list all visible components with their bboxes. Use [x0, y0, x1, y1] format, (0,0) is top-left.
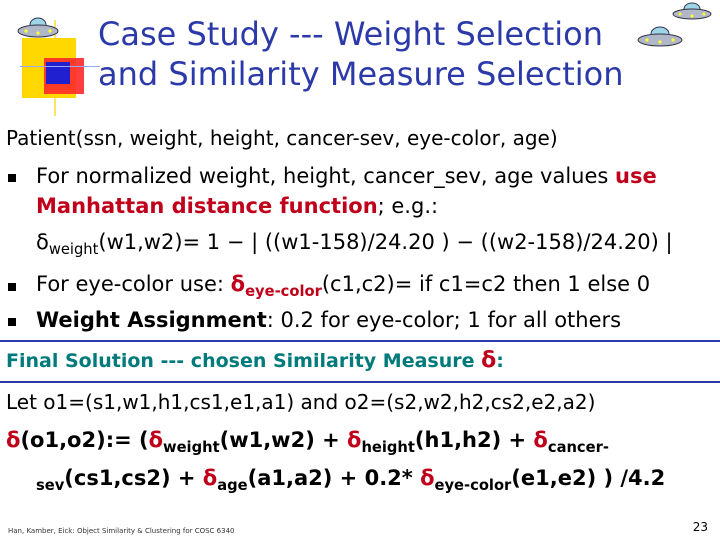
- delta-symbol: δ: [533, 428, 548, 452]
- final-formula-line-2: sev(cs1,cs2) + δage(a1,a2) + 0.2* δeye-c…: [36, 466, 666, 493]
- bullet-marker: [8, 174, 16, 182]
- formula-part: (cs1,cs2) +: [64, 466, 203, 490]
- bullet-2: For eye-color use: δeye-color(c1,c2)= if…: [36, 272, 651, 299]
- patient-schema: Patient(ssn, weight, height, cancer-sev,…: [6, 126, 558, 150]
- delta-symbol: δ: [6, 428, 21, 452]
- formula-subscript: age: [217, 477, 248, 495]
- let-line: Let o1=(s1,w1,h1,cs1,e1,a1) and o2=(s2,w…: [6, 390, 596, 414]
- formula-part: (h1,h2) +: [414, 428, 534, 452]
- delta-symbol: δ: [202, 466, 218, 490]
- bullet-1-line-2: Manhattan distance function; e.g.:: [36, 194, 438, 218]
- formula-subscript: cancer-: [547, 439, 609, 457]
- bullet-1-suffix: ; e.g.:: [377, 194, 439, 218]
- bullet-marker: [8, 318, 16, 326]
- formula-weight: δweight(w1,w2)= 1 − | ((w1-158)/24.20 ) …: [36, 230, 673, 257]
- ufo-icon: [637, 26, 683, 47]
- final-solution-heading: Final Solution --- chosen Similarity Mea…: [6, 348, 504, 373]
- ufo-icon: [672, 2, 712, 20]
- bullet-2-prefix: For eye-color use:: [36, 272, 231, 296]
- formula-part: (e1,e2) ) /4.2: [511, 466, 666, 490]
- title-line-2: and Similarity Measure Selection: [98, 55, 624, 93]
- bullet-2-subscript: eye-color: [245, 283, 322, 301]
- delta-symbol: δ: [481, 348, 497, 373]
- formula-weight-body: (w1,w2)= 1 − | ((w1-158)/24.20 ) − ((w2-…: [98, 230, 673, 254]
- delta-symbol: δ: [148, 428, 164, 452]
- formula-weight-subscript: weight: [48, 241, 99, 259]
- formula-subscript: height: [361, 439, 415, 457]
- final-heading-colon: :: [496, 350, 504, 372]
- bullet-1-line-1: For normalized weight, height, cancer_se…: [36, 164, 657, 188]
- delta-symbol: δ: [347, 428, 362, 452]
- bullet-3: Weight Assignment: 0.2 for eye-color; 1 …: [36, 308, 621, 332]
- decor-blue-block: [46, 62, 70, 84]
- bullet-1-use: use: [615, 164, 657, 188]
- formula-subscript: weight: [163, 439, 220, 457]
- formula-part: (a1,a2) + 0.2*: [247, 466, 421, 490]
- final-formula-line-1: δ(o1,o2):= (δweight(w1,w2) + δheight(h1,…: [6, 428, 609, 455]
- footer-text: Han, Kamber, Eick: Object Similarity & C…: [8, 527, 235, 535]
- divider: [0, 381, 720, 383]
- final-heading-text: Final Solution --- chosen Similarity Mea…: [6, 350, 482, 372]
- formula-part: (o1,o2):= (: [20, 428, 149, 452]
- slide-title: Case Study --- Weight Selection and Simi…: [98, 14, 658, 94]
- bullet-1-prefix: For normalized weight, height, cancer_se…: [36, 164, 616, 188]
- weight-assignment-label: Weight Assignment: [36, 308, 267, 332]
- bullet-3-body: : 0.2 for eye-color; 1 for all others: [266, 308, 622, 332]
- bullet-2-body: (c1,c2)= if c1=c2 then 1 else 0: [321, 272, 651, 296]
- delta-symbol: δ: [420, 466, 435, 490]
- ufo-icon: [17, 17, 59, 38]
- delta-symbol: δ: [36, 230, 49, 254]
- formula-part: (w1,w2) +: [219, 428, 348, 452]
- divider: [0, 340, 720, 342]
- delta-symbol: δ: [230, 272, 246, 296]
- formula-subscript: eye-color: [434, 477, 512, 495]
- manhattan-distance-label: Manhattan distance function: [36, 194, 378, 218]
- title-line-1: Case Study --- Weight Selection: [98, 15, 603, 53]
- page-number: 23: [692, 520, 708, 534]
- formula-subscript: sev: [36, 477, 65, 495]
- decor-horizontal-line: [20, 66, 100, 67]
- bullet-marker: [8, 283, 16, 291]
